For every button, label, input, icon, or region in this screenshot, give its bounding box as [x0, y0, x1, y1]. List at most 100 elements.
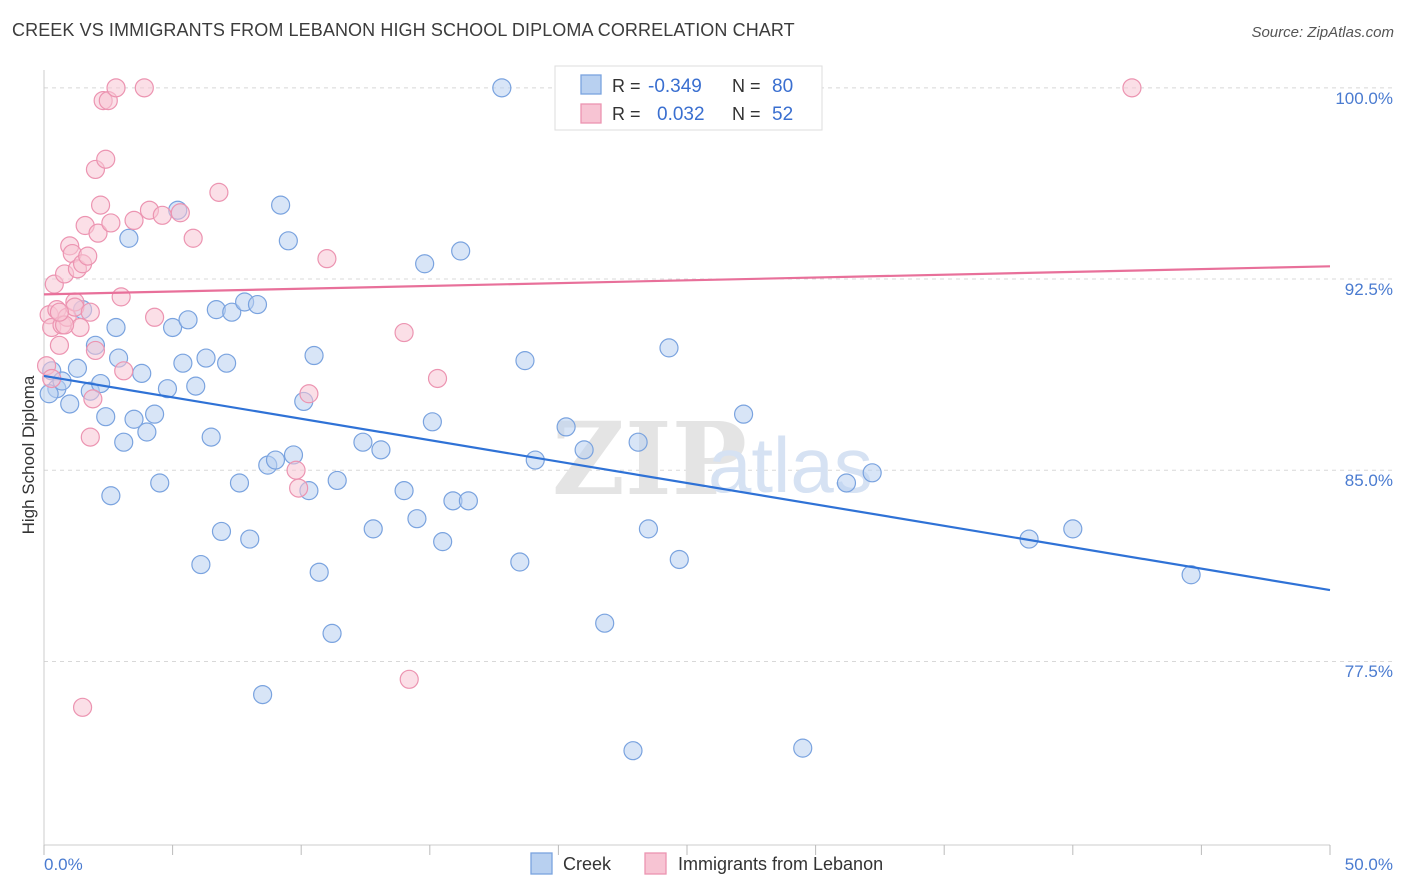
point-lebanon [394, 322, 414, 343]
legend-n-value-lebanon: 52 [772, 104, 793, 125]
point-creek [322, 623, 342, 644]
point-creek [733, 404, 754, 424]
point-creek [96, 407, 116, 427]
point-creek [132, 363, 152, 383]
point-lebanon [144, 307, 165, 327]
trend-lines [43, 265, 1331, 592]
point-creek [163, 317, 183, 338]
point-creek [659, 338, 679, 358]
scatter-points [36, 78, 1201, 761]
series-legend-swatch-lebanon [644, 852, 667, 875]
point-creek [669, 549, 689, 570]
axes [43, 70, 1331, 855]
legend-swatch-creek [580, 74, 602, 95]
point-lebanon [49, 335, 70, 355]
point-lebanon [289, 478, 309, 498]
point-creek [217, 353, 237, 373]
legend-r-value-lebanon: 0.032 [657, 104, 705, 125]
point-creek [363, 519, 383, 539]
point-lebanon [85, 340, 106, 361]
point-creek [309, 562, 329, 582]
point-creek [510, 552, 530, 572]
stats-legend: R = -0.349 N = 80 R = 0.032 N = 52 [554, 65, 823, 131]
source-label: Source: ZipAtlas.com [1251, 24, 1394, 41]
legend-n-value-creek: 80 [772, 76, 793, 97]
point-creek [433, 532, 453, 552]
point-lebanon [111, 287, 131, 307]
series-legend: Creek Immigrants from Lebanon [530, 852, 883, 875]
point-creek [186, 376, 206, 396]
point-lebanon [286, 460, 306, 480]
point-creek [1063, 519, 1083, 539]
x-tick-label-max: 50.0% [1345, 855, 1393, 874]
point-creek [67, 358, 88, 378]
x-tick-label-min: 0.0% [44, 855, 83, 874]
point-creek [222, 302, 242, 322]
series-legend-label-lebanon: Immigrants from Lebanon [678, 854, 883, 874]
point-creek [862, 463, 882, 483]
point-creek [247, 294, 268, 315]
point-creek [137, 422, 157, 442]
point-creek [525, 450, 545, 470]
point-lebanon [49, 302, 70, 322]
point-creek [265, 450, 286, 470]
point-lebanon [1122, 78, 1142, 98]
y-tick-label-3: 85.0% [1345, 471, 1393, 490]
point-creek [201, 427, 221, 447]
point-lebanon [317, 249, 337, 269]
point-creek [114, 432, 134, 452]
point-creek [124, 409, 144, 429]
point-creek [623, 741, 643, 761]
legend-n-label-creek: N = [732, 76, 761, 96]
trend-line-lebanon [43, 265, 1331, 296]
point-creek [150, 473, 170, 493]
point-creek [458, 491, 478, 511]
point-lebanon [299, 384, 319, 404]
point-creek [191, 554, 211, 575]
legend-r-label-creek: R = [612, 76, 641, 96]
point-creek [492, 78, 512, 98]
legend-r-value-creek: -0.349 [648, 76, 702, 97]
point-creek [240, 529, 260, 549]
point-creek [253, 684, 273, 705]
point-creek [196, 348, 216, 368]
point-creek [407, 509, 427, 529]
legend-n-label-lebanon: N = [732, 104, 761, 124]
point-creek [178, 310, 198, 330]
point-creek [101, 486, 121, 506]
point-creek [327, 470, 347, 491]
point-creek [415, 254, 435, 274]
point-creek [144, 404, 165, 424]
series-legend-label-creek: Creek [563, 854, 612, 874]
point-creek [638, 519, 659, 539]
point-creek [515, 351, 535, 371]
point-creek [422, 412, 442, 432]
trend-line-creek [43, 374, 1331, 592]
point-creek [1181, 565, 1201, 585]
point-creek [628, 432, 648, 452]
point-creek [271, 195, 291, 215]
point-creek [574, 440, 594, 460]
point-creek [60, 394, 80, 414]
chart-title: CREEK VS IMMIGRANTS FROM LEBANON HIGH SC… [12, 20, 795, 40]
point-creek [211, 521, 232, 542]
point-lebanon [134, 78, 154, 98]
y-tick-label-2: 92.5% [1345, 280, 1393, 299]
point-creek [119, 228, 139, 248]
point-creek [556, 417, 576, 437]
point-creek [793, 738, 813, 758]
point-lebanon [88, 223, 108, 243]
point-lebanon [183, 228, 203, 248]
point-lebanon [72, 697, 93, 717]
point-lebanon [78, 246, 98, 266]
legend-r-label-lebanon: R = [612, 104, 641, 124]
legend-swatch-lebanon [580, 103, 602, 124]
point-lebanon [83, 389, 103, 409]
point-creek [229, 473, 250, 493]
point-lebanon [209, 182, 229, 202]
point-lebanon [170, 203, 190, 223]
y-axis-label: High School Diploma [19, 375, 38, 534]
point-lebanon [80, 302, 100, 322]
point-creek [394, 481, 414, 501]
watermark: ZIP atlas [552, 400, 873, 518]
